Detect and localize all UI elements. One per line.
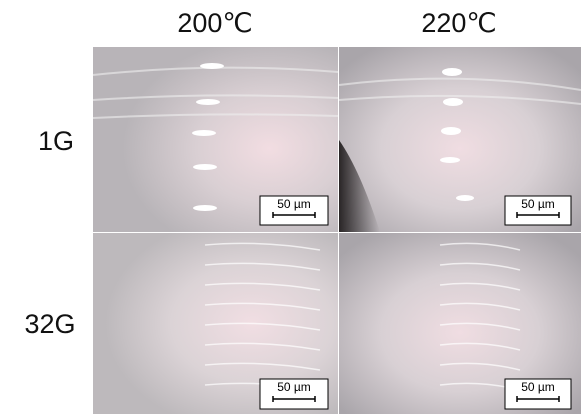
row-label: 32G <box>24 309 75 339</box>
scale-label: 50 µm <box>521 197 555 211</box>
figure: 200℃ 220℃ 1G 32G 50 µm 50 µm 50 µm <box>0 0 581 414</box>
column-header: 200℃ <box>177 8 252 38</box>
scale-label: 50 µm <box>277 197 311 211</box>
column-header: 220℃ <box>421 8 496 38</box>
row-label: 1G <box>38 126 74 156</box>
scale-label: 50 µm <box>521 380 555 394</box>
scale-label: 50 µm <box>277 380 311 394</box>
scale-bar: 50 µm <box>505 196 571 225</box>
scale-bar: 50 µm <box>260 379 328 409</box>
scale-bar: 50 µm <box>260 196 328 225</box>
scale-bar: 50 µm <box>505 379 571 409</box>
